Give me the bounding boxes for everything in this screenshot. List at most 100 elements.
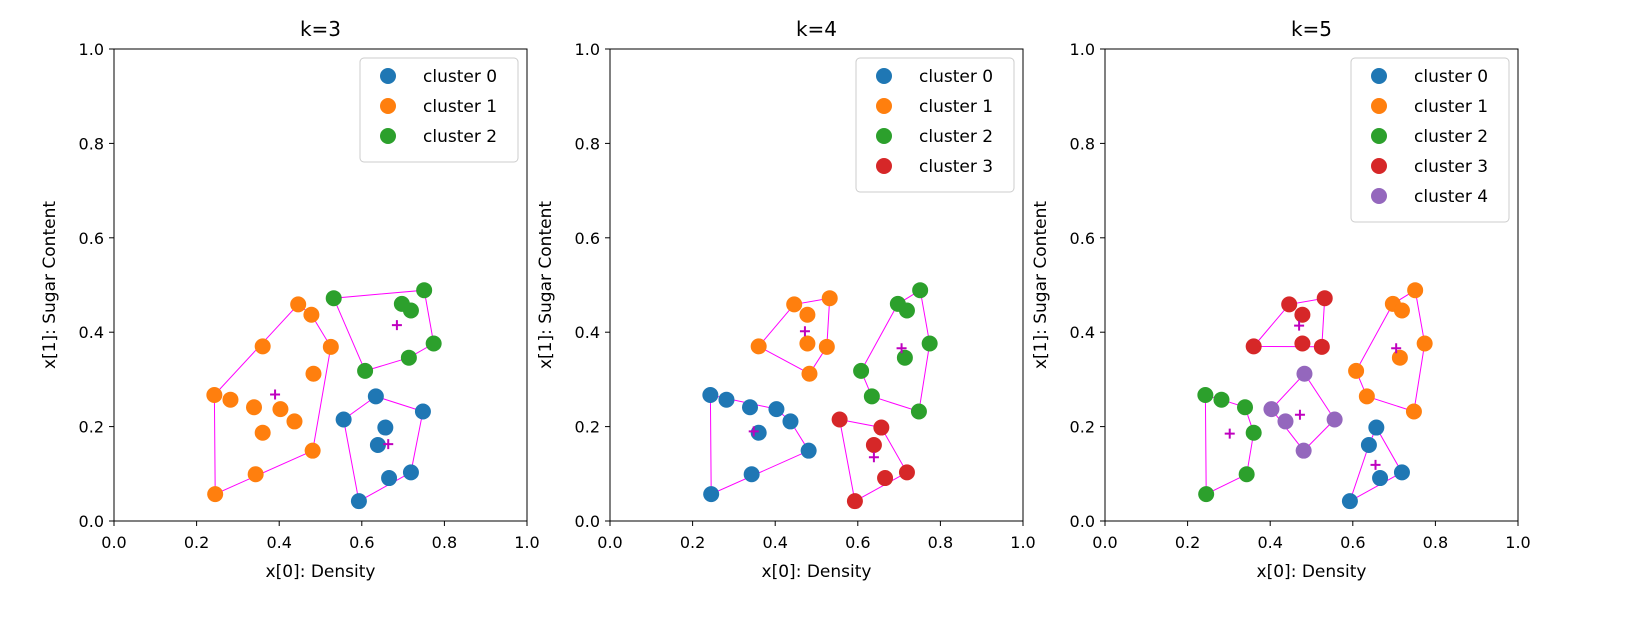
- legend-box: [855, 57, 1015, 193]
- cluster-0-point: [742, 399, 759, 416]
- cluster-1-point: [786, 296, 803, 313]
- cluster-2-point: [402, 302, 419, 319]
- cluster-1-point: [799, 306, 816, 323]
- cluster-0-point: [703, 486, 720, 503]
- cluster-3-point: [1294, 335, 1311, 352]
- legend-label: cluster 1: [1414, 97, 1488, 117]
- x-tick-label: 1.0: [1010, 533, 1035, 552]
- cluster-0-point: [800, 442, 817, 459]
- legend-marker: [1371, 68, 1387, 84]
- cluster-1-point: [1358, 388, 1375, 405]
- legend-marker: [876, 68, 892, 84]
- cluster-1-point: [801, 365, 818, 382]
- y-axis-label: x[1]: Sugar Content: [536, 201, 556, 369]
- cluster-0-point: [381, 470, 398, 487]
- cluster-1-point: [254, 338, 271, 355]
- cluster-2-point: [1238, 466, 1255, 483]
- cluster-0-point: [1341, 493, 1358, 510]
- cluster-0-point: [369, 437, 386, 454]
- centroid-marker: [1224, 428, 1235, 439]
- x-tick-label: 0.0: [1092, 533, 1117, 552]
- cluster-0-hull: [709, 394, 810, 495]
- x-axis-label: x[0]: Density: [762, 562, 872, 582]
- cluster-1-point: [818, 338, 835, 355]
- cluster-4-point: [1296, 365, 1313, 382]
- cluster-0-point: [367, 388, 384, 405]
- centroid-marker: [868, 452, 879, 463]
- cluster-3-point: [1245, 338, 1262, 355]
- cluster-2-point: [1213, 391, 1230, 408]
- y-tick-label: 0.6: [1070, 229, 1095, 248]
- legend-marker: [380, 128, 396, 144]
- y-tick-label: 0.2: [1070, 418, 1095, 437]
- y-axis-label: x[1]: Sugar Content: [40, 201, 60, 369]
- cluster-1-point: [290, 296, 307, 313]
- axes-frame: [113, 48, 528, 522]
- x-tick-label: 0.0: [597, 533, 622, 552]
- cluster-4-hull: [1270, 372, 1336, 452]
- x-axis-label: x[0]: Density: [1257, 562, 1367, 582]
- cluster-4-point: [1295, 442, 1312, 459]
- cluster-3-point: [1316, 290, 1333, 307]
- cluster-2-point: [1198, 486, 1215, 503]
- legend-marker: [1371, 128, 1387, 144]
- cluster-4-point: [1277, 413, 1294, 430]
- cluster-1-point: [207, 486, 224, 503]
- cluster-2-point: [863, 388, 880, 405]
- cluster-1-point: [304, 442, 321, 459]
- x-tick-label: 0.6: [1340, 533, 1365, 552]
- legend-marker: [380, 68, 396, 84]
- centroid-marker: [391, 320, 402, 331]
- cluster-2-point: [425, 335, 442, 352]
- cluster-1-point: [322, 338, 339, 355]
- x-tick-label: 0.4: [1257, 533, 1282, 552]
- centroid-marker: [1294, 320, 1305, 331]
- cluster-0-point: [1360, 437, 1377, 454]
- cluster-0-point: [743, 466, 760, 483]
- legend-label: cluster 1: [919, 97, 993, 117]
- y-tick-label: 0.2: [575, 418, 600, 437]
- legend-marker: [1371, 158, 1387, 174]
- centroid-marker: [1391, 343, 1402, 354]
- cluster-3-point: [873, 419, 890, 436]
- cluster-1-point: [272, 401, 289, 418]
- y-axis-label: x[1]: Sugar Content: [1031, 201, 1051, 369]
- cluster-1-point: [1416, 335, 1433, 352]
- x-axis-label: x[0]: Density: [266, 562, 376, 582]
- y-tick-label: 0.4: [1070, 323, 1095, 342]
- y-tick-label: 0.0: [79, 512, 104, 531]
- cluster-4-point: [1326, 411, 1343, 428]
- legend-label: cluster 0: [423, 67, 497, 87]
- cluster-1-point: [821, 290, 838, 307]
- cluster-2-point: [416, 282, 433, 299]
- legend: cluster 0 cluster 1 cluster 2 cluster 3 clus…: [1350, 57, 1510, 223]
- cluster-2-point: [325, 290, 342, 307]
- cluster-2-point: [1245, 424, 1262, 441]
- x-tick-label: 0.4: [266, 533, 291, 552]
- y-tick-label: 0.2: [79, 418, 104, 437]
- x-tick-label: 0.8: [1423, 533, 1448, 552]
- cluster-1-point: [247, 466, 264, 483]
- x-tick-label: 0.2: [184, 533, 209, 552]
- legend-marker: [876, 158, 892, 174]
- cluster-2-point: [921, 335, 938, 352]
- cluster-1-hull: [757, 297, 831, 375]
- cluster-1-point: [1348, 362, 1365, 379]
- cluster-3-point: [1313, 338, 1330, 355]
- cluster-0-point: [350, 493, 367, 510]
- cluster-3-point: [1281, 296, 1298, 313]
- cluster-3-point: [877, 470, 894, 487]
- cluster-2-point: [1237, 399, 1254, 416]
- cluster-0-point: [414, 403, 431, 420]
- x-tick-label: 0.0: [101, 533, 126, 552]
- y-tick-label: 0.8: [575, 134, 600, 153]
- centroid-marker: [748, 426, 759, 437]
- cluster-0-point: [377, 419, 394, 436]
- centroid-marker: [799, 326, 810, 337]
- y-tick-label: 0.0: [575, 512, 600, 531]
- cluster-2-hull: [332, 289, 435, 372]
- chart-panel-1: k=4 0.0 0.2 0.4 0.6 0.8 1.0 0.0 0.2 0.4 0.6 0.8 1.0 x…: [536, 17, 1036, 582]
- cluster-2-point: [400, 349, 417, 366]
- cluster-3-point: [865, 437, 882, 454]
